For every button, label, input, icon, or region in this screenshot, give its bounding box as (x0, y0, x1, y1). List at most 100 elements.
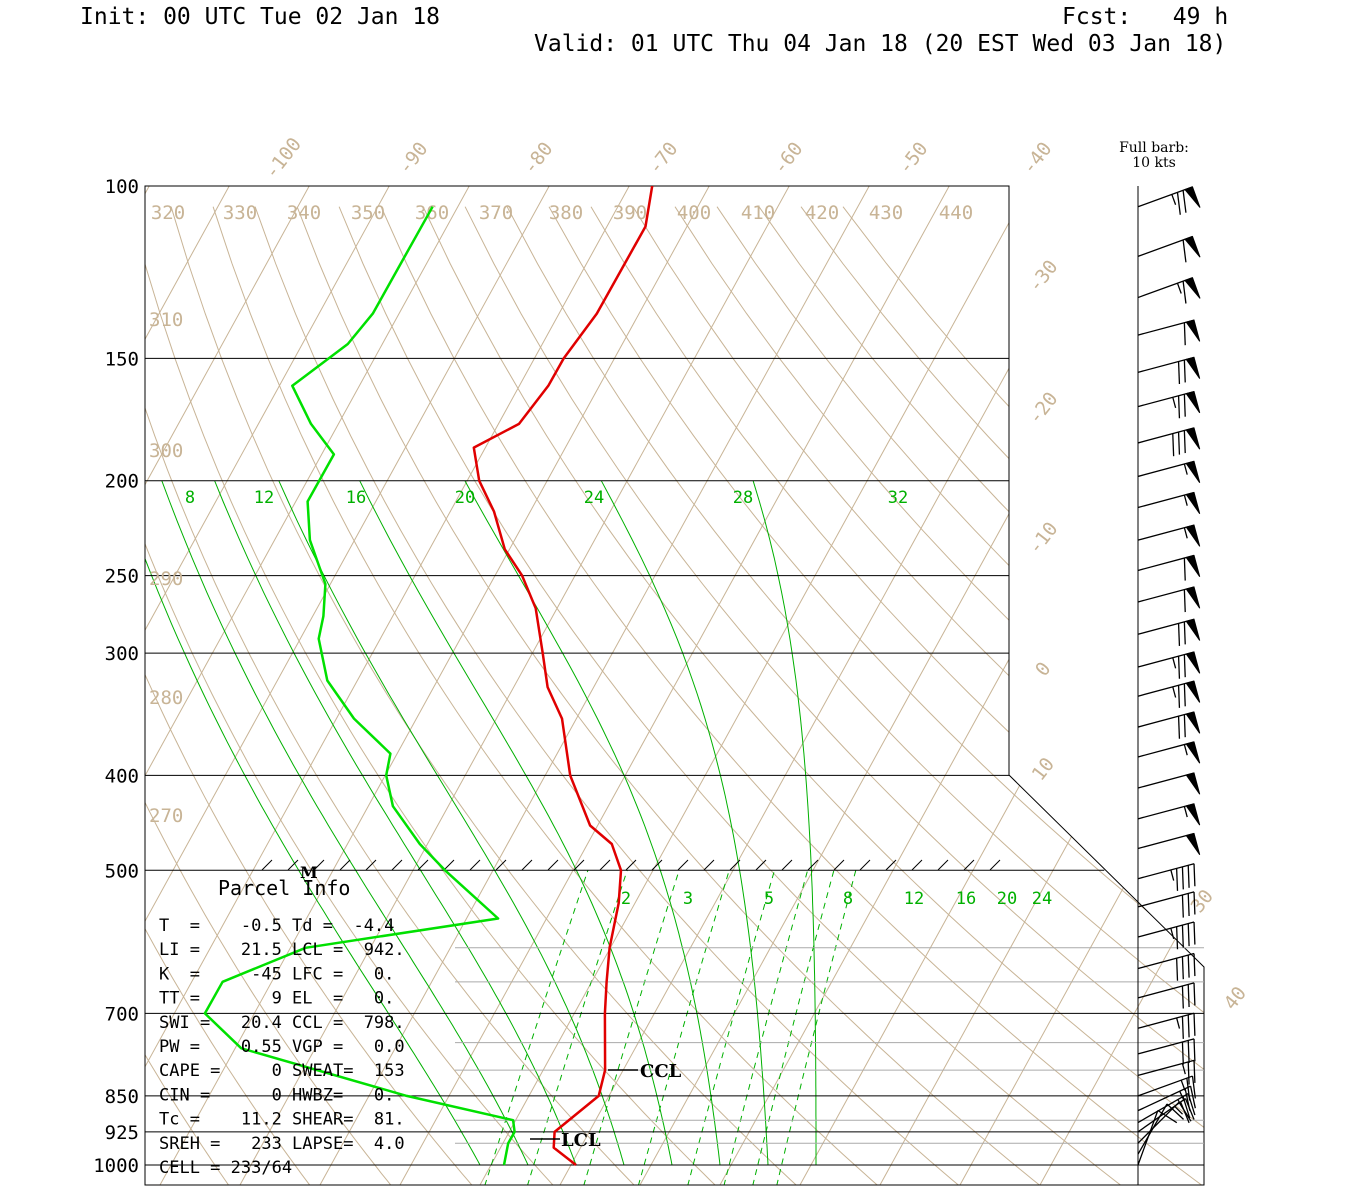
hatch-mark (833, 859, 845, 871)
wind-barb (1137, 427, 1201, 457)
mixing-ratio-line (526, 870, 628, 1185)
barb-staff (1137, 891, 1195, 908)
wind-barb (1137, 186, 1201, 215)
parcel-info-row: CELL = 233/64 (159, 1158, 292, 1178)
barb-flag (1184, 186, 1201, 208)
barb-staff (1137, 524, 1195, 541)
hatch-mark (677, 859, 689, 871)
hatch-mark (625, 859, 637, 871)
barb-half-feather (1183, 744, 1188, 756)
parcel-info-row: CIN = 0 HWBZ= 0. (159, 1085, 394, 1105)
mixing-ratio-line (752, 870, 835, 1185)
theta-label: 340 (287, 202, 321, 224)
barb-feather (1187, 865, 1190, 888)
barb-feather (1182, 239, 1187, 263)
barb-staff (1137, 863, 1195, 880)
barb-feather (1177, 432, 1181, 455)
theta-label: 400 (677, 202, 711, 224)
wind-barb (1137, 651, 1201, 679)
barb-feather (1183, 430, 1186, 454)
barb-half-feather (1181, 1063, 1186, 1075)
dry-adiabat (338, 206, 1122, 1185)
barb-feather (1183, 558, 1186, 581)
dry-adiabat (145, 206, 230, 1185)
barb-feather (1166, 1103, 1184, 1120)
dry-adiabat (716, 206, 1204, 1185)
barb-half-feather (1176, 282, 1182, 294)
wind-barb (1137, 741, 1201, 764)
isotherm (559, 186, 1162, 1185)
barb-half-feather (1183, 494, 1188, 506)
wind-barb (1137, 1103, 1184, 1155)
barb-feather (1187, 1061, 1190, 1085)
barb-feather (1184, 1098, 1195, 1120)
isotherm-label: 40 (1220, 983, 1251, 1015)
barb-feather (1193, 1013, 1196, 1036)
wind-barb (1137, 982, 1196, 1009)
dry-adiabat (842, 206, 1204, 1185)
mixing-ratio-label: 16 (956, 889, 976, 909)
lcl-label: LCL (561, 1130, 601, 1151)
barb-feather (1157, 1109, 1178, 1124)
barb-flag (1185, 711, 1201, 734)
theta-label: 300 (149, 440, 183, 462)
barb-staff (1137, 1012, 1195, 1029)
barb-feather (1182, 190, 1187, 213)
barb-staff (1137, 832, 1195, 850)
hatch-mark (729, 859, 741, 871)
barb-flag (1185, 491, 1201, 515)
wind-barb (1137, 491, 1201, 515)
parcel-info-row: Tc = 11.2 SHEAR= 81. (159, 1110, 405, 1130)
isotherm-label: -90 (394, 138, 432, 179)
m-marker: M (300, 863, 318, 882)
mixing-ratio-line (776, 870, 857, 1185)
wind-barb (1137, 235, 1201, 263)
barb-half-feather (1170, 928, 1175, 940)
wind-barb (1137, 524, 1201, 547)
theta-label: 430 (869, 202, 903, 224)
dry-adiabat (145, 206, 717, 1185)
barb-feather (1177, 361, 1181, 385)
dry-adiabat (145, 206, 392, 1185)
isotherm (0, 91, 121, 1185)
barb-staff (1137, 319, 1195, 336)
wind-barb (1137, 1038, 1196, 1065)
barb-staff (1137, 390, 1195, 408)
hatch-mark (651, 859, 663, 871)
wind-barb (1137, 586, 1201, 613)
hatch-mark (963, 859, 975, 871)
pressure-tick-250: 250 (105, 566, 139, 588)
barb-flag (1185, 356, 1201, 379)
wind-barb (1137, 803, 1201, 826)
dry-adiabat (212, 206, 879, 1185)
dry-adiabat (170, 206, 798, 1185)
barb-feather (1183, 394, 1186, 417)
barb-staff (1137, 921, 1195, 938)
hatch-mark (391, 859, 403, 871)
theta-label: 270 (149, 805, 183, 827)
barb-feather (1181, 985, 1184, 1009)
moist-adiabat (359, 480, 673, 1166)
dry-adiabat (758, 206, 1204, 1185)
parcel-info-row: T = -0.5 Td = -4.4 (159, 916, 394, 936)
theta-label: 440 (939, 202, 973, 224)
theta-label: 350 (351, 202, 385, 224)
mixing-ratio-label: 8 (843, 889, 853, 909)
isotherm (879, 186, 1204, 1185)
barb-feather (1189, 1085, 1196, 1109)
legend-line-1: Full barb: (1119, 140, 1189, 156)
hatch-mark (911, 859, 923, 871)
hatch-mark (859, 859, 871, 871)
wind-barb (1137, 891, 1196, 918)
mixing-ratio-line (687, 870, 775, 1185)
wind-barb (1137, 863, 1196, 891)
barb-staff (1137, 803, 1195, 820)
isotherm (959, 186, 1204, 1185)
hatch-mark (365, 859, 377, 871)
pressure-tick-300: 300 (105, 643, 139, 665)
barb-staff (1137, 1059, 1195, 1077)
barb-half-feather (1172, 686, 1177, 698)
isotherm (145, 186, 282, 1185)
barb-flag (1185, 319, 1201, 342)
